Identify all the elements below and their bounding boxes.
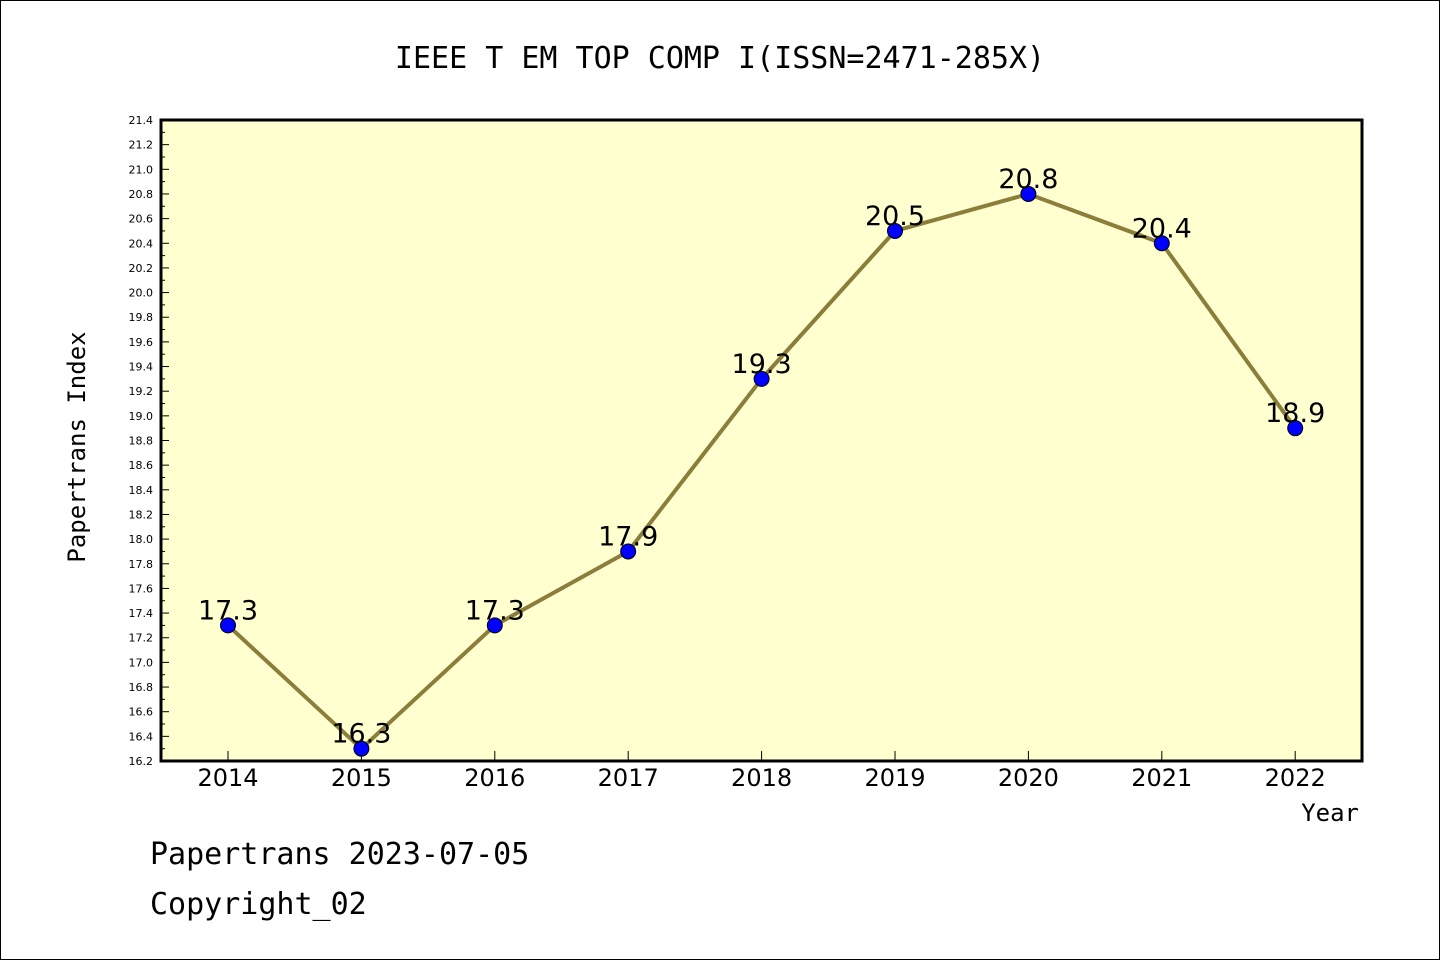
- y-tick-label: 18.8: [129, 435, 154, 448]
- y-tick-label: 21.2: [129, 139, 154, 152]
- data-point: [1287, 420, 1304, 437]
- x-tick-label: 2020: [998, 764, 1059, 792]
- y-tick-label: 21.4: [129, 114, 154, 127]
- y-tick-label: 19.2: [129, 385, 154, 398]
- y-tick-label: 17.0: [129, 656, 154, 669]
- x-tick-label: 2018: [731, 764, 792, 792]
- y-tick-label: 21.0: [129, 163, 154, 176]
- footer-copyright: Copyright_02: [150, 887, 367, 922]
- y-tick-label: 17.4: [129, 607, 154, 620]
- y-tick-label: 17.6: [129, 582, 154, 595]
- y-tick-label: 16.8: [129, 681, 154, 694]
- x-tick-label: 2022: [1265, 764, 1326, 792]
- data-label: 19.3: [732, 349, 792, 380]
- x-tick-label: 2014: [197, 764, 258, 792]
- y-tick-label: 20.6: [129, 213, 154, 226]
- data-point: [486, 617, 503, 634]
- x-tick-label: 2016: [464, 764, 525, 792]
- data-label: 20.5: [865, 201, 925, 232]
- x-tick-label: 2019: [864, 764, 925, 792]
- data-label: 16.3: [331, 719, 391, 750]
- y-axis-label: Papertrans Index: [63, 331, 91, 562]
- y-tick-label: 18.0: [129, 533, 154, 546]
- plot-area: [159, 118, 1364, 763]
- y-tick-label: 20.4: [129, 237, 154, 250]
- y-tick-label: 20.0: [129, 287, 154, 300]
- data-point: [620, 543, 637, 560]
- y-tick-label: 18.4: [129, 484, 154, 497]
- y-tick-label: 20.2: [129, 262, 154, 275]
- data-label: 20.4: [1132, 213, 1192, 244]
- footer-date: Papertrans 2023-07-05: [150, 837, 529, 872]
- data-label: 17.9: [598, 521, 658, 552]
- data-point: [1153, 235, 1170, 252]
- x-axis-label: Year: [1301, 799, 1359, 827]
- data-point: [220, 617, 236, 634]
- y-tick-label: 19.4: [129, 361, 154, 374]
- y-tick-label: 19.6: [129, 336, 154, 349]
- y-tick-label: 19.0: [129, 410, 154, 423]
- data-label: 20.8: [998, 164, 1058, 195]
- y-tick-label: 19.8: [129, 311, 154, 324]
- y-tick-label: 16.4: [129, 730, 154, 743]
- y-tick-label: 18.2: [129, 508, 154, 521]
- data-point: [753, 370, 770, 387]
- x-tick-label: 2015: [331, 764, 392, 792]
- y-axis: 16.2 16.4 16.6 16.8 17.0 17.2 17.4 17.6 17.8 18.0…: [129, 114, 169, 768]
- x-tick-label: 2017: [598, 764, 659, 792]
- data-label: 17.3: [465, 595, 525, 626]
- y-tick-label: 16.2: [129, 755, 154, 768]
- y-tick-label: 16.6: [129, 706, 154, 719]
- series-group: 17.3 16.3 17.3 17.9 19.3 20.5 20.8 20.4 18.9: [198, 164, 1325, 757]
- data-point: [353, 740, 370, 757]
- x-axis: 2014 2015 2016 2017 2018 2019 2020 2021 2022: [197, 751, 1326, 792]
- y-tick-label: 17.8: [129, 558, 154, 571]
- y-tick-label: 18.6: [129, 459, 154, 472]
- data-point: [887, 222, 903, 239]
- y-tick-label: 17.2: [129, 632, 154, 645]
- data-label: 18.9: [1265, 398, 1325, 429]
- y-tick-label: 20.8: [129, 188, 154, 201]
- data-label: 17.3: [198, 595, 258, 626]
- x-tick-label: 2021: [1131, 764, 1192, 792]
- chart-title: IEEE T EM TOP COMP I(ISSN=2471-285X): [395, 41, 1045, 76]
- data-point: [1020, 185, 1037, 202]
